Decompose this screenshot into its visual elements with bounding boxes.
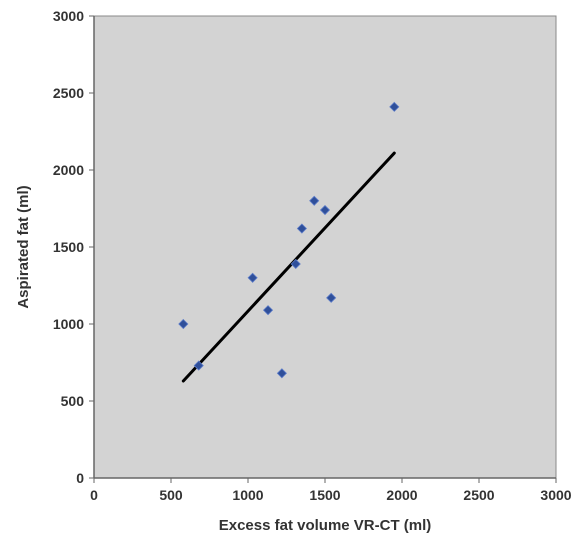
data-point (326, 292, 337, 303)
data-points (178, 101, 400, 379)
x-tick-label: 2500 (463, 487, 494, 503)
trendline-group (181, 151, 396, 383)
y-tick-label: 2500 (53, 85, 84, 101)
y-tick-label: 3000 (53, 8, 84, 24)
y-tick-label: 0 (76, 470, 84, 486)
data-point (276, 368, 287, 379)
data-point (247, 272, 258, 283)
y-tick-label: 500 (61, 393, 85, 409)
trendline (181, 151, 396, 383)
x-tick-label: 0 (90, 487, 98, 503)
data-point (178, 318, 189, 330)
data-point (309, 195, 320, 206)
y-tick-labels: 0 500 1000 1500 2000 2500 3000 (53, 8, 84, 486)
y-tick-label: 1000 (53, 316, 84, 332)
data-point (296, 223, 307, 234)
x-tick-label: 1000 (232, 487, 263, 503)
y-axis-title: Aspirated fat (ml) (15, 185, 32, 308)
y-tick-label: 2000 (53, 162, 84, 178)
data-point (389, 101, 400, 112)
x-tick-label: 500 (159, 487, 183, 503)
data-point (193, 360, 204, 371)
x-tick-label: 3000 (540, 487, 571, 503)
x-tick-labels: 0 500 1000 1500 2000 2500 3000 (90, 487, 572, 503)
x-tick-label: 1500 (309, 487, 340, 503)
x-axis-title: Excess fat volume VR-CT (ml) (219, 517, 432, 534)
x-tick-label: 2000 (386, 487, 417, 503)
plot-area (93, 15, 557, 479)
axis-lines (89, 15, 557, 483)
y-tick-label: 1500 (53, 239, 84, 255)
data-point (290, 258, 301, 270)
data-point (262, 305, 274, 316)
data-point (319, 204, 331, 216)
